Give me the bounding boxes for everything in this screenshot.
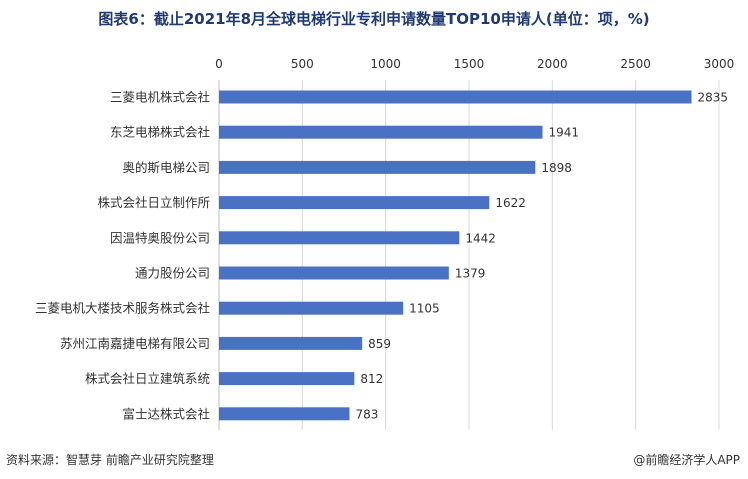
- category-label: 奥的斯电梯公司: [122, 160, 210, 175]
- chart-title: 图表6：截止2021年8月全球电梯行业专利申请数量TOP10申请人(单位：项，%…: [98, 10, 650, 28]
- x-tick-label: 2000: [537, 57, 568, 71]
- data-label: 1379: [455, 267, 486, 281]
- bar: [219, 90, 692, 104]
- bar: [219, 160, 536, 174]
- x-tick-label: 1000: [370, 57, 401, 71]
- source-note: 资料来源：智慧芽 前瞻产业研究院整理: [6, 453, 214, 467]
- bar: [219, 301, 404, 315]
- x-tick-label: 3000: [704, 57, 735, 71]
- data-label: 1105: [409, 302, 440, 316]
- data-label: 783: [356, 407, 379, 421]
- data-label: 859: [368, 337, 391, 351]
- data-label: 1622: [495, 196, 526, 210]
- bar: [219, 336, 363, 350]
- bar: [219, 125, 543, 139]
- category-label: 三菱电机株式会社: [110, 90, 210, 105]
- x-tick-label: 500: [291, 57, 314, 71]
- category-label: 因温特奥股份公司: [110, 230, 210, 245]
- category-label: 通力股份公司: [135, 266, 210, 281]
- bar: [219, 266, 449, 280]
- bar: [219, 196, 490, 210]
- data-label: 2835: [698, 91, 729, 105]
- bar: [219, 231, 460, 245]
- bar: [219, 372, 355, 386]
- category-label: 富士达株式会社: [122, 406, 210, 421]
- data-label: 1941: [549, 126, 580, 140]
- category-label: 株式会社日立制作所: [97, 195, 210, 210]
- data-label: 1898: [541, 161, 572, 175]
- data-label: 1442: [465, 231, 496, 245]
- category-label: 株式会社日立建筑系统: [85, 371, 210, 386]
- x-tick-label: 0: [215, 57, 223, 71]
- x-tick-label: 2500: [620, 57, 651, 71]
- bar: [219, 407, 350, 421]
- category-label: 东芝电梯株式会社: [110, 125, 210, 140]
- x-tick-label: 1500: [454, 57, 485, 71]
- credit-note: @前瞻经济学人APP: [633, 453, 740, 467]
- category-label: 三菱电机大楼技术服务株式会社: [35, 301, 210, 316]
- data-label: 812: [360, 372, 383, 386]
- category-label: 苏州江南嘉捷电梯有限公司: [60, 336, 210, 351]
